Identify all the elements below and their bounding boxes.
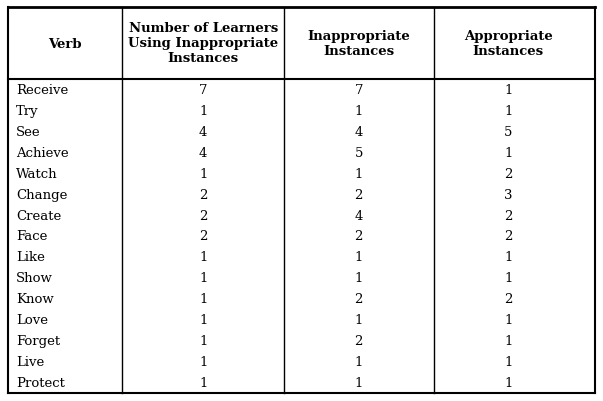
Text: Appropriate
Instances: Appropriate Instances — [464, 30, 553, 58]
Text: Create: Create — [16, 209, 62, 222]
Text: Live: Live — [16, 355, 44, 368]
Text: 2: 2 — [504, 167, 513, 180]
Text: 1: 1 — [504, 146, 513, 159]
Text: 1: 1 — [504, 84, 513, 97]
Text: 3: 3 — [504, 188, 513, 201]
Text: 1: 1 — [504, 105, 513, 117]
Text: 4: 4 — [355, 209, 363, 222]
Text: 1: 1 — [355, 167, 363, 180]
Text: 1: 1 — [504, 314, 513, 326]
Text: 2: 2 — [199, 230, 207, 243]
Text: 1: 1 — [355, 272, 363, 285]
Text: Face: Face — [16, 230, 48, 243]
Text: 1: 1 — [355, 355, 363, 368]
Text: 2: 2 — [199, 209, 207, 222]
Text: 1: 1 — [355, 376, 363, 389]
Text: 1: 1 — [355, 105, 363, 117]
Text: 5: 5 — [504, 126, 513, 138]
Text: 2: 2 — [355, 293, 363, 306]
Text: 1: 1 — [504, 272, 513, 285]
Text: Love: Love — [16, 314, 48, 326]
Text: 1: 1 — [199, 293, 207, 306]
Text: 1: 1 — [199, 314, 207, 326]
Text: See: See — [16, 126, 40, 138]
Text: 2: 2 — [199, 188, 207, 201]
Text: 2: 2 — [355, 188, 363, 201]
Text: 2: 2 — [355, 334, 363, 347]
Text: Protect: Protect — [16, 376, 65, 389]
Text: Try: Try — [16, 105, 39, 117]
Text: Forget: Forget — [16, 334, 60, 347]
Text: Receive: Receive — [16, 84, 68, 97]
Text: 1: 1 — [504, 251, 513, 264]
Text: 1: 1 — [355, 251, 363, 264]
Text: 2: 2 — [504, 209, 513, 222]
Text: 1: 1 — [199, 376, 207, 389]
Text: 4: 4 — [199, 126, 207, 138]
Text: 1: 1 — [504, 334, 513, 347]
Text: 4: 4 — [199, 146, 207, 159]
Text: Know: Know — [16, 293, 54, 306]
Text: 1: 1 — [199, 251, 207, 264]
Text: 1: 1 — [199, 105, 207, 117]
Text: Inappropriate
Instances: Inappropriate Instances — [308, 30, 410, 58]
Text: 5: 5 — [355, 146, 363, 159]
Text: Like: Like — [16, 251, 45, 264]
Text: Achieve: Achieve — [16, 146, 69, 159]
Text: 2: 2 — [355, 230, 363, 243]
Text: 7: 7 — [199, 84, 207, 97]
Text: 7: 7 — [355, 84, 363, 97]
Text: 2: 2 — [504, 230, 513, 243]
Text: 1: 1 — [199, 167, 207, 180]
Text: 1: 1 — [199, 334, 207, 347]
Text: 1: 1 — [504, 376, 513, 389]
Text: 1: 1 — [355, 314, 363, 326]
Text: Show: Show — [16, 272, 53, 285]
Text: 1: 1 — [199, 355, 207, 368]
Text: Verb: Verb — [48, 37, 82, 51]
Text: Change: Change — [16, 188, 68, 201]
Text: Number of Learners
Using Inappropriate
Instances: Number of Learners Using Inappropriate I… — [128, 22, 278, 65]
Text: 4: 4 — [355, 126, 363, 138]
Text: Watch: Watch — [16, 167, 58, 180]
Text: 1: 1 — [199, 272, 207, 285]
Text: 1: 1 — [504, 355, 513, 368]
Text: 2: 2 — [504, 293, 513, 306]
